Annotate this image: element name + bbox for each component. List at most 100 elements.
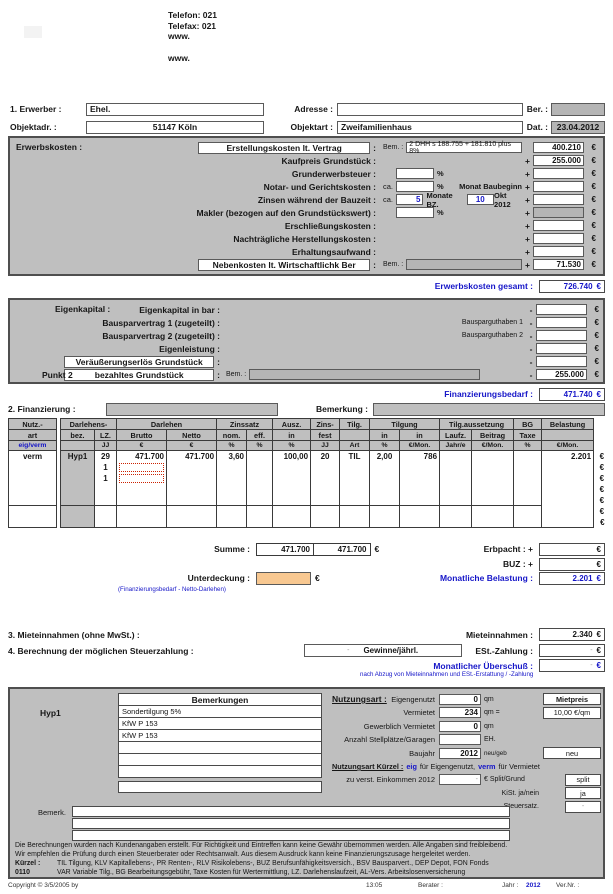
bemerkung-row[interactable]: Sondertilgung 5% bbox=[118, 706, 322, 718]
monate-field[interactable]: 5 bbox=[396, 194, 424, 205]
bemerkung-row[interactable] bbox=[118, 742, 322, 754]
erstellungskosten-select[interactable]: Erstellungskosten lt. Vertrag bbox=[198, 141, 371, 154]
baubeginn-monat-value: Okt 2012 bbox=[494, 190, 511, 209]
summe-row: Summe : 471.700 471.700 € Erbpacht : + € bbox=[8, 542, 605, 556]
bausparguthaben1-value[interactable] bbox=[536, 317, 587, 328]
bemerk-label: Bemerk. bbox=[38, 808, 66, 817]
herstellungskosten-label: Nachträgliche Herstellungskosten : bbox=[233, 233, 376, 244]
bemerkung-row[interactable]: KfW P 153 bbox=[118, 718, 322, 730]
mietpreis-field[interactable]: 10,00 €/qm bbox=[543, 706, 601, 719]
einkommen-label: zu verst. Einkommen 2012 bbox=[346, 775, 435, 784]
row-bausparvertrag-2: Bausparvertrag 2 (zugeteilt) : Bauspargu… bbox=[14, 329, 599, 342]
nutzart-cell[interactable]: verm bbox=[8, 450, 57, 462]
euro-sign: € bbox=[594, 370, 599, 379]
buz-field[interactable]: € bbox=[539, 557, 605, 571]
bauzeitzinsen-value[interactable] bbox=[533, 194, 584, 205]
summe-label: Summe : bbox=[214, 544, 250, 554]
bemerkung-row[interactable]: KfW P 153 bbox=[118, 730, 322, 742]
grunderwerbsteuer-value[interactable] bbox=[533, 168, 584, 179]
baujahr-field[interactable]: 2012 bbox=[439, 747, 481, 759]
vermietet-field[interactable]: 234 bbox=[439, 707, 481, 718]
bausparguthaben2-label: Bausparguthaben 2 bbox=[461, 332, 523, 339]
buz-label: BUZ : + bbox=[503, 559, 533, 569]
neugeb-field[interactable]: neu bbox=[543, 747, 601, 759]
kaufpreis-value[interactable]: 255.000 bbox=[533, 155, 584, 166]
nebenkosten-bem-field[interactable] bbox=[406, 259, 522, 270]
bemerkung-row[interactable] bbox=[118, 754, 322, 766]
bezahltes-grundstueck-select[interactable]: bezahltes Grundstück bbox=[64, 368, 215, 381]
erwerbskosten-gesamt-label: Erwerbskosten gesamt : bbox=[434, 281, 533, 291]
est-zahlung-value: - € bbox=[539, 644, 605, 657]
dat-field: 23.04.2012 bbox=[551, 120, 605, 134]
erbpacht-field[interactable]: € bbox=[539, 542, 605, 556]
row-bezahltes-grundstueck: Punkt 2 bezahltes Grundstück: Bem. : - 2… bbox=[42, 368, 599, 381]
bemerk-field[interactable] bbox=[72, 830, 510, 841]
erbpacht-label: Erbpacht : + bbox=[483, 544, 533, 554]
eigengenutzt-field[interactable]: 0 bbox=[439, 693, 481, 705]
kist-field[interactable]: ja bbox=[565, 787, 601, 799]
bemerk-field[interactable] bbox=[72, 818, 510, 829]
bz-field[interactable]: 10 bbox=[466, 194, 495, 205]
summe-netto: 471.700 bbox=[312, 542, 371, 556]
einkommen-field[interactable]: - bbox=[439, 774, 481, 785]
bemerkung-row[interactable] bbox=[118, 781, 322, 793]
erwerber-field[interactable]: Ehel. bbox=[86, 102, 264, 116]
split-field[interactable]: split bbox=[565, 773, 601, 786]
hyp1-label: Hyp1 bbox=[40, 708, 61, 718]
col-tilg: Tilg. bbox=[339, 418, 371, 430]
objektadr-field[interactable]: 51147 Köln bbox=[86, 120, 264, 134]
unterdeckung-field[interactable] bbox=[256, 571, 311, 585]
fax-line: Telefax: 021 bbox=[168, 20, 217, 31]
erschliessung-value[interactable] bbox=[533, 220, 584, 231]
erhaltungsaufwand-value[interactable] bbox=[533, 246, 584, 257]
stellplaetze-field[interactable] bbox=[439, 734, 481, 745]
bezahltes-grundstueck-value[interactable]: 255.000 bbox=[536, 369, 587, 380]
gewerblich-field[interactable]: 0 bbox=[439, 720, 481, 732]
erstellungskosten-value[interactable]: 400.210 bbox=[533, 142, 584, 153]
darlehen-bez-cell[interactable]: Hyp1 bbox=[60, 450, 95, 462]
grunderwerbsteuer-pct-field[interactable] bbox=[396, 168, 434, 179]
notar-pct-field[interactable] bbox=[396, 181, 435, 192]
col-zinsfest: Zins- bbox=[310, 418, 341, 430]
bauzeitzinsen-label: Zinsen während der Bauzeit : bbox=[257, 194, 376, 205]
adresse-label: Adresse : bbox=[294, 104, 333, 114]
notar-value[interactable] bbox=[533, 181, 584, 192]
euro-sign: € bbox=[593, 494, 606, 506]
steuersatz-field[interactable]: - bbox=[565, 800, 601, 813]
summe-brutto: 471.700 bbox=[256, 542, 314, 556]
grundstueck-bem-field[interactable] bbox=[249, 369, 480, 380]
finanzierung-field[interactable] bbox=[106, 402, 278, 416]
herstellungskosten-value[interactable] bbox=[533, 233, 584, 244]
loan-row-5: € bbox=[8, 494, 606, 506]
eigenkapital-bar-value[interactable] bbox=[536, 304, 587, 315]
bemerkung-field[interactable] bbox=[372, 402, 605, 416]
makler-pct-field[interactable] bbox=[396, 207, 434, 218]
objektart-field[interactable]: Zweifamilienhaus bbox=[337, 120, 523, 134]
row-veraeusserungserloes: Veräußerungserlös Grundstück: - € bbox=[14, 355, 599, 368]
gewinne-select[interactable]: - Gewinne/jährl. bbox=[303, 644, 462, 657]
row-makler: Makler (bezogen auf den Grundstückswert)… bbox=[14, 206, 599, 219]
mietpreis-header: Mietpreis bbox=[543, 693, 601, 705]
euro-sign: € bbox=[591, 234, 596, 243]
eigenleistung-value[interactable] bbox=[536, 343, 587, 354]
eig-verm-header: eig/verm bbox=[8, 440, 57, 451]
adresse-field[interactable] bbox=[337, 102, 523, 116]
row-bauzeitzinsen: Zinsen während der Bauzeit : ca. 5 Monate … bbox=[14, 190, 599, 209]
bausparguthaben2-value[interactable] bbox=[536, 330, 587, 341]
euro-sign: € bbox=[594, 344, 599, 353]
mieteinnahmen-row: 3. Mieteinnahmen (ohne MwSt.) : Mieteinn… bbox=[8, 627, 605, 642]
erwerbskosten-gesamt-row: Erwerbskosten gesamt : 726.740 € bbox=[8, 279, 605, 293]
nebenkosten-select[interactable]: Nebenkosten lt. Wirtschaftlichk Ber bbox=[198, 258, 371, 271]
euro-sign: € bbox=[596, 661, 601, 670]
nebenkosten-value[interactable]: 71.530 bbox=[533, 259, 584, 270]
row-erstellungskosten: Erstellungskosten lt. Vertrag: Bem. :2 D… bbox=[14, 141, 599, 155]
ueberschuss-row: Monatlicher Überschuß : - € bbox=[8, 658, 605, 673]
veraeusserungserloes-value[interactable] bbox=[536, 356, 587, 367]
veraeusserungserloes-select[interactable]: Veräußerungserlös Grundstück bbox=[64, 355, 215, 368]
jahr-value: 2012 bbox=[526, 882, 541, 889]
erstellungskosten-bem-field[interactable]: 2 DHH s 188.755 + 181.810 plus 8% bbox=[406, 141, 522, 155]
grunderwerbsteuer-label: Grunderwerbsteuer : bbox=[291, 168, 376, 179]
bemerk-field[interactable] bbox=[72, 806, 510, 817]
bemerkung-row[interactable] bbox=[118, 766, 322, 778]
disclaimer: Die Berechnungen wurden nach Kundenangab… bbox=[15, 842, 508, 858]
